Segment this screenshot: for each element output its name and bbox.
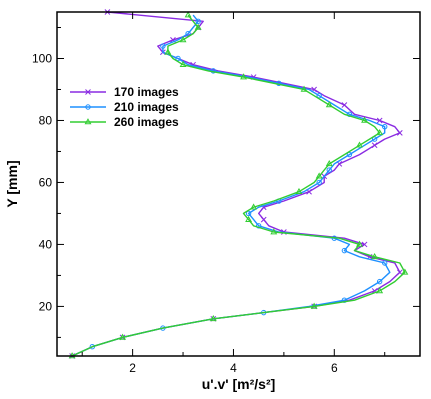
y-tick-label: 100 (32, 51, 52, 65)
y-tick-label: 20 (39, 299, 53, 313)
data-point (184, 11, 192, 18)
data-point (382, 123, 388, 130)
series-line (71, 14, 391, 357)
data-point (371, 142, 378, 149)
legend-label: 260 images (114, 115, 179, 129)
data-point (401, 268, 409, 275)
legend-label: 170 images (114, 85, 179, 99)
legend-marker (85, 89, 91, 95)
legend-label: 210 images (114, 100, 179, 114)
data-point (361, 241, 368, 248)
data-point (310, 302, 318, 309)
data-point (119, 333, 126, 340)
data-point (341, 102, 348, 108)
data-point (341, 247, 348, 254)
data-point (209, 314, 217, 322)
data-point (325, 101, 333, 108)
x-axis-title: u'.v' [m²/s²] (202, 376, 276, 392)
series-3 (68, 11, 409, 359)
y-tick-label: 40 (39, 237, 53, 251)
data-point (356, 141, 363, 148)
y-axis-title: Y [mm] (4, 160, 20, 207)
series-2 (71, 14, 391, 357)
data-point (245, 210, 252, 217)
series-line (71, 14, 406, 357)
plot-frame (56, 11, 421, 357)
data-point (160, 43, 166, 49)
data-point (195, 18, 201, 24)
data-point (382, 260, 388, 266)
data-point (300, 85, 308, 92)
data-point (260, 216, 267, 223)
data-point (396, 130, 403, 136)
data-point (179, 36, 187, 43)
data-point (179, 60, 187, 67)
legend-item: 260 images (70, 115, 179, 129)
data-point (376, 278, 383, 285)
data-point (316, 92, 322, 99)
data-point (185, 30, 191, 37)
legend-item: 210 images (70, 100, 179, 114)
data-point (240, 73, 247, 80)
data-point (194, 23, 202, 30)
y-axis-ticks: 20 40 60 80 100 (32, 26, 420, 338)
data-point (175, 55, 181, 62)
legend-marker (84, 118, 92, 125)
data-point (396, 269, 403, 276)
data-point (346, 151, 353, 158)
y-tick-label: 60 (39, 175, 53, 189)
data-point (361, 116, 368, 123)
data-point (270, 228, 278, 235)
data-point (371, 253, 379, 260)
data-point (376, 129, 384, 136)
plot-series-group (68, 9, 409, 359)
data-point (376, 287, 384, 294)
x-tick-label: 4 (230, 361, 237, 375)
data-point (316, 179, 322, 186)
x-axis-ticks: 2 4 6 (81, 12, 386, 375)
legend-marker (85, 104, 91, 110)
data-point (245, 215, 253, 222)
series-line (71, 11, 401, 357)
data-point (295, 187, 303, 195)
data-point (326, 167, 332, 173)
data-point (356, 240, 363, 247)
data-point (164, 48, 172, 55)
legend-item: 170 images (70, 85, 179, 99)
series-1 (69, 9, 403, 359)
y-tick-label: 80 (39, 113, 53, 127)
data-point (250, 203, 258, 210)
x-tick-label: 6 (331, 361, 338, 375)
data-point (376, 117, 383, 124)
data-point (315, 172, 323, 179)
data-point (325, 160, 333, 167)
x-tick-label: 2 (129, 361, 136, 375)
data-point (371, 136, 378, 142)
